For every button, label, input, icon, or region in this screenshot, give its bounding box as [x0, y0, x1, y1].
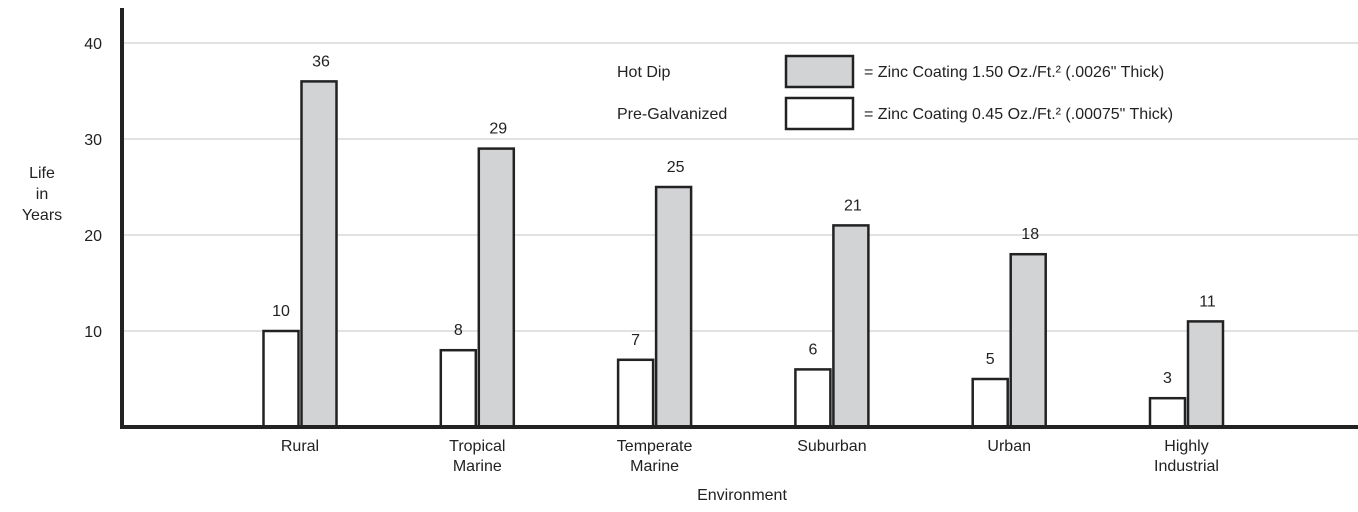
- legend-label: Hot Dip: [617, 64, 670, 81]
- bar-hot-dip-5: [1186, 320, 1225, 429]
- bar-pre-galvanized-5: [1148, 396, 1187, 429]
- bar-pre-galvanized-4: [971, 377, 1009, 429]
- x-tick-label: Marine: [630, 458, 679, 475]
- bar-hot-dip-1: [477, 147, 516, 429]
- bar-hot-dip-0: [300, 80, 338, 429]
- bar-pre-galvanized-3: [794, 368, 832, 429]
- data-label: 7: [631, 332, 640, 349]
- bar-hot-dip-3: [832, 224, 870, 429]
- data-label: 36: [312, 53, 330, 70]
- y-axis-title-line: in: [36, 186, 48, 203]
- legend-swatch: [784, 96, 855, 131]
- y-tick-label: 20: [84, 228, 102, 245]
- x-tick-label: Marine: [453, 458, 502, 475]
- legend-description: = Zinc Coating 0.45 Oz./Ft.² (.00075" Th…: [864, 106, 1173, 123]
- legend-description: = Zinc Coating 1.50 Oz./Ft.² (.0026" Thi…: [864, 64, 1164, 81]
- data-label: 8: [454, 322, 463, 339]
- x-tick-label: Temperate: [617, 438, 693, 455]
- x-tick-label: Highly: [1164, 438, 1208, 455]
- data-label: 5: [986, 351, 995, 368]
- x-tick-label: Urban: [987, 438, 1031, 455]
- x-axis-title: Environment: [697, 487, 787, 504]
- data-label: 3: [1163, 370, 1172, 387]
- data-label: 6: [808, 341, 817, 358]
- y-tick-label: 40: [84, 36, 102, 53]
- bar-pre-galvanized-2: [616, 358, 655, 429]
- x-tick-label: Suburban: [797, 438, 866, 455]
- bar-hot-dip-2: [654, 185, 693, 429]
- y-axis-title-line: Years: [22, 207, 62, 224]
- y-tick-label: 10: [84, 324, 102, 341]
- data-label: 21: [844, 197, 862, 214]
- y-tick-label: 30: [84, 132, 102, 149]
- data-label: 18: [1021, 226, 1039, 243]
- x-tick-label: Industrial: [1154, 458, 1219, 475]
- data-label: 29: [489, 121, 507, 138]
- x-tick-label: Rural: [281, 438, 319, 455]
- y-axis-title-line: Life: [29, 165, 55, 182]
- bar-pre-galvanized-1: [439, 348, 478, 429]
- data-label: 11: [1199, 293, 1216, 310]
- bar-pre-galvanized-0: [262, 329, 300, 429]
- data-label: 10: [272, 303, 290, 320]
- x-tick-label: Tropical: [449, 438, 505, 455]
- data-label: 25: [667, 159, 685, 176]
- legend-label: Pre-Galvanized: [617, 106, 727, 123]
- bar-hot-dip-4: [1009, 252, 1047, 429]
- legend-swatch: [784, 54, 855, 89]
